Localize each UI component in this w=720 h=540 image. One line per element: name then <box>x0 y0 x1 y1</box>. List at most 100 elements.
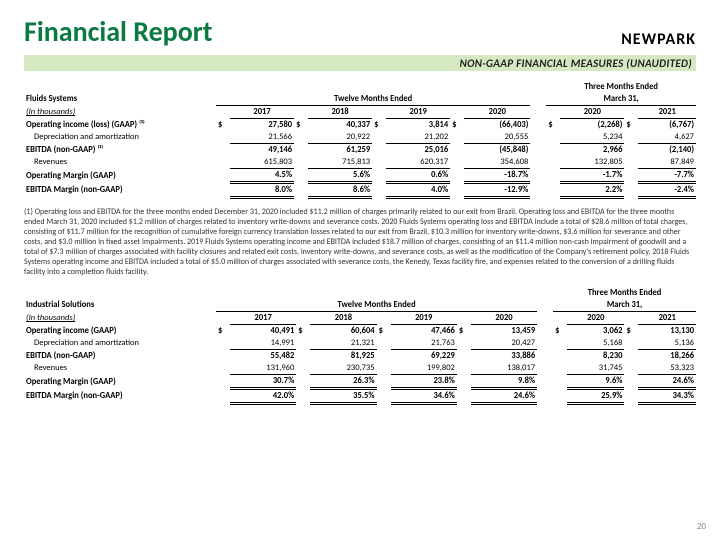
currency-symbol <box>216 389 230 404</box>
currency-symbol: $ <box>553 325 567 338</box>
row-label: Operating Margin (GAAP) <box>24 375 216 389</box>
currency-symbol <box>296 375 310 389</box>
currency-symbol <box>457 375 471 389</box>
row-label: EBITDA (non-GAAP) <box>24 350 216 363</box>
cell-value: 25,016 <box>386 144 450 157</box>
footnote-text: (1) Operating loss and EBITDA for the th… <box>24 207 696 277</box>
col-group-twelve: Twelve Months Ended <box>216 93 530 106</box>
col-year: 2020 <box>471 312 537 325</box>
subtitle-band: NON-GAAP FINANCIAL MEASURES (UNAUDITED) <box>24 55 696 71</box>
currency-symbol: $ <box>377 325 391 338</box>
row-label: EBITDA Margin (non-GAAP) <box>24 183 216 198</box>
currency-symbol <box>450 169 464 183</box>
cell-value: 69,229 <box>391 350 457 363</box>
cell-value: (45,848) <box>464 144 530 157</box>
cell-value: 18,266 <box>638 350 696 363</box>
currency-symbol <box>624 350 638 363</box>
cell-value: 199,802 <box>391 362 457 375</box>
cell-value: 24.6% <box>471 389 537 404</box>
cell-value: 5,234 <box>560 131 624 144</box>
cell-value: 3,062 <box>567 325 624 338</box>
col-year: 2017 <box>230 106 294 119</box>
row-label: Revenues <box>24 156 216 169</box>
currency-symbol <box>372 169 386 183</box>
brand-logo: NEWPARK <box>621 30 696 49</box>
cell-value: 34.6% <box>391 389 457 404</box>
cell-value: 13,130 <box>638 325 696 338</box>
cell-value: 21,321 <box>310 337 376 350</box>
currency-symbol <box>216 362 230 375</box>
currency-symbol: $ <box>372 119 386 132</box>
currency-symbol <box>377 375 391 389</box>
currency-symbol <box>377 389 391 404</box>
cell-value: -18.7% <box>464 169 530 183</box>
currency-symbol <box>377 362 391 375</box>
cell-value: 13,459 <box>471 325 537 338</box>
currency-symbol <box>216 375 230 389</box>
currency-symbol <box>294 169 308 183</box>
row-label: EBITDA Margin (non-GAAP) <box>24 389 216 404</box>
cell-value: (2,268) <box>560 119 624 132</box>
cell-value: 8.6% <box>308 183 372 198</box>
col-group-march: March 31, <box>546 93 696 106</box>
currency-symbol <box>553 375 567 389</box>
currency-symbol <box>624 183 638 198</box>
currency-symbol <box>553 362 567 375</box>
col-group-three: Three Months Ended <box>546 81 696 93</box>
col-year: 2018 <box>310 312 376 325</box>
currency-symbol <box>624 389 638 404</box>
cell-value: 55,482 <box>230 350 296 363</box>
cell-value: 26.3% <box>310 375 376 389</box>
cell-value: 3,814 <box>386 119 450 132</box>
cell-value: -2.4% <box>638 183 696 198</box>
currency-symbol <box>553 337 567 350</box>
currency-symbol <box>372 183 386 198</box>
page-number: 20 <box>697 521 706 532</box>
currency-symbol <box>216 350 230 363</box>
cell-value: 4.0% <box>386 183 450 198</box>
cell-value: 2.2% <box>560 183 624 198</box>
currency-symbol <box>553 389 567 404</box>
currency-symbol <box>294 183 308 198</box>
cell-value: 2,966 <box>560 144 624 157</box>
currency-symbol <box>377 337 391 350</box>
cell-value: 9.8% <box>471 375 537 389</box>
row-label: Operating income (GAAP) <box>24 325 216 338</box>
cell-value: 132,805 <box>560 156 624 169</box>
currency-symbol <box>624 169 638 183</box>
currency-symbol <box>377 350 391 363</box>
row-label: Depreciation and amortization <box>24 337 216 350</box>
cell-value: 40,491 <box>230 325 296 338</box>
currency-symbol <box>296 389 310 404</box>
currency-symbol <box>216 183 230 198</box>
cell-value: -1.7% <box>560 169 624 183</box>
row-label: Operating income (loss) (GAAP) ⁽¹⁾ <box>24 119 216 132</box>
currency-symbol <box>216 337 230 350</box>
currency-symbol <box>624 362 638 375</box>
cell-value: 42.0% <box>230 389 296 404</box>
currency-symbol <box>546 156 560 169</box>
col-year: 2021 <box>638 312 696 325</box>
row-label: Depreciation and amortization <box>24 131 216 144</box>
col-year: 2020 <box>560 106 624 119</box>
currency-symbol <box>457 350 471 363</box>
col-group-twelve: Twelve Months Ended <box>216 299 537 312</box>
currency-symbol <box>372 144 386 157</box>
currency-symbol: $ <box>450 119 464 132</box>
cell-value: 61,259 <box>308 144 372 157</box>
currency-symbol: $ <box>457 325 471 338</box>
col-group-march: March 31, <box>553 299 696 312</box>
cell-value: -7.7% <box>638 169 696 183</box>
cell-value: 49,146 <box>230 144 294 157</box>
currency-symbol: $ <box>296 325 310 338</box>
page-title: Financial Report <box>24 14 212 49</box>
col-year: 2020 <box>464 106 530 119</box>
cell-value: 620,317 <box>386 156 450 169</box>
currency-symbol <box>624 337 638 350</box>
currency-symbol <box>624 156 638 169</box>
section-title: Industrial Solutions <box>24 299 216 312</box>
cell-value: 20,427 <box>471 337 537 350</box>
cell-value: 4,627 <box>638 131 696 144</box>
cell-value: 53,323 <box>638 362 696 375</box>
currency-symbol <box>546 183 560 198</box>
